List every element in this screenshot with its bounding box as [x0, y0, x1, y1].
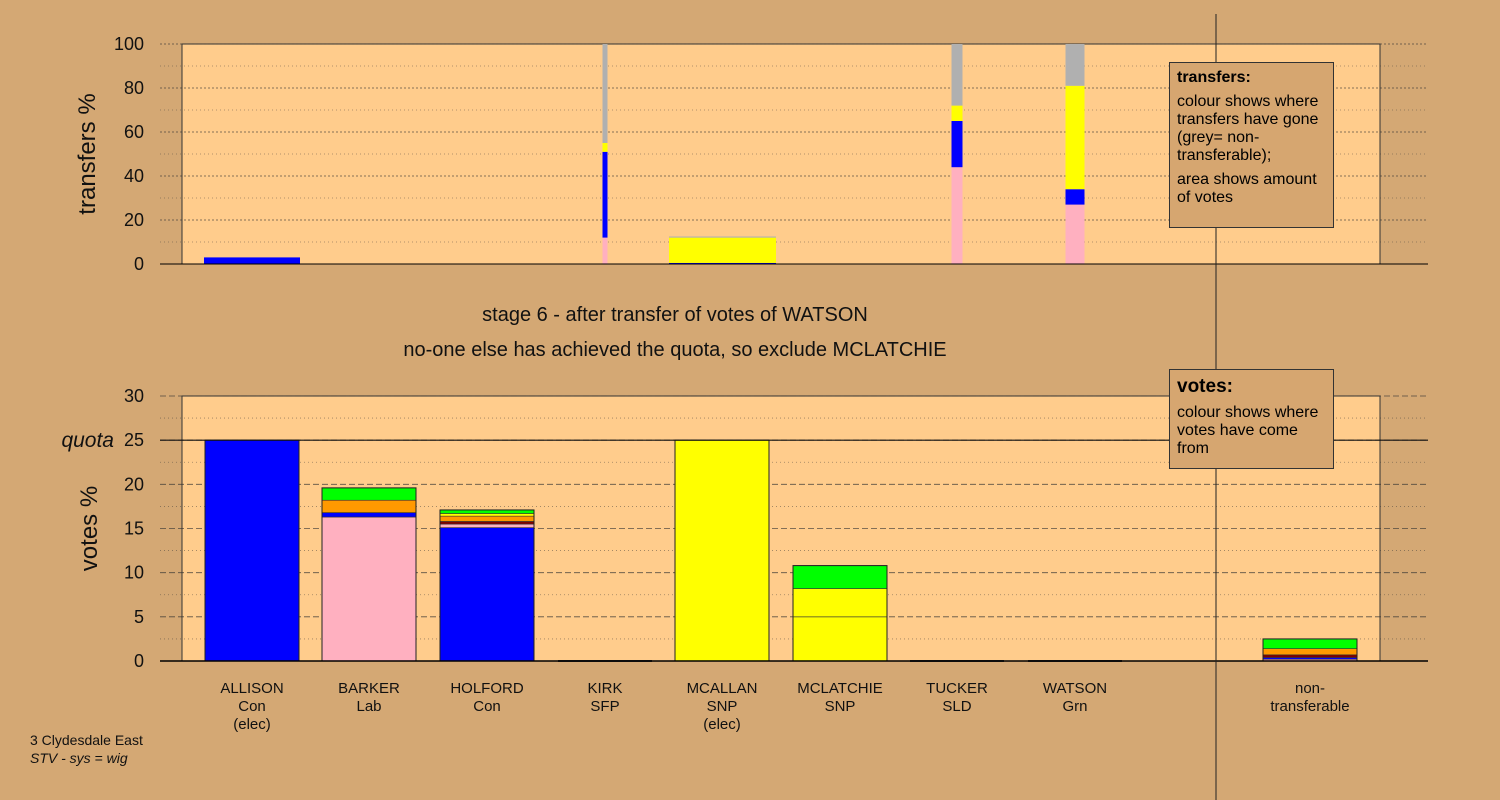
votes-bar-segment — [1262, 648, 1358, 656]
candidate-label-line: MCLATCHIE — [797, 680, 883, 697]
transfers-bar-segment — [1065, 189, 1085, 205]
votes-bar-segment — [321, 499, 417, 513]
system-label: STV - sys = wig — [30, 750, 128, 766]
transfers-tick-label: 40 — [124, 166, 144, 186]
transfers-legend-text-1: colour shows where transfers have gone (… — [1177, 93, 1319, 164]
votes-bar-segment — [792, 588, 888, 618]
transfers-bar-segment — [669, 237, 776, 263]
votes-tick-label: 20 — [124, 474, 144, 494]
transfers-tick-label: 80 — [124, 78, 144, 98]
transfers-bar-segment — [602, 143, 608, 152]
transfers-bar-segment — [204, 257, 300, 264]
votes-bar-segment — [792, 565, 888, 589]
candidate-label-line: SNP — [825, 698, 856, 715]
candidate-label-line: SNP — [707, 698, 738, 715]
transfers-y-axis-label: transfers % — [74, 93, 101, 214]
candidate-label-line: HOLFORD — [450, 680, 524, 697]
transfers-bar-segment — [669, 236, 776, 238]
transfers-tick-label: 20 — [124, 210, 144, 230]
candidate-label-line: non- — [1295, 680, 1325, 697]
constituency-label: 3 Clydesdale East — [30, 732, 143, 748]
transfers-bar-segment — [602, 151, 608, 238]
stage-subtitle: no-one else has achieved the quota, so e… — [403, 339, 947, 361]
votes-legend: votes: colour shows where votes have com… — [1169, 369, 1334, 469]
transfers-legend-text-2: area shows amount of votes — [1177, 171, 1317, 206]
candidate-label-line: Lab — [356, 698, 381, 715]
votes-bar-segment — [439, 521, 535, 525]
votes-bar-segment — [674, 439, 770, 662]
candidate-label-line: Grn — [1062, 698, 1087, 715]
votes-bar-segment — [439, 523, 535, 528]
votes-bar-segment — [439, 513, 535, 517]
candidate-label-line: WATSON — [1043, 680, 1107, 697]
candidate-labels: ALLISONCon(elec)BARKERLabHOLFORDConKIRKS… — [220, 680, 1349, 733]
votes-tick-label: 30 — [124, 386, 144, 406]
candidate-label-line: Con — [473, 698, 501, 715]
candidate-label-line: ALLISON — [220, 680, 283, 697]
transfers-bar-segment — [669, 262, 776, 264]
votes-tick-label: 15 — [124, 519, 144, 539]
votes-bar-segment — [439, 509, 535, 514]
transfers-bar-segment — [1065, 44, 1085, 86]
candidate-label-line: transferable — [1270, 698, 1349, 715]
votes-bar-segment — [1262, 638, 1358, 649]
candidate-label-line: SLD — [942, 698, 971, 715]
votes-tick-label: 5 — [134, 607, 144, 627]
transfers-bar-segment — [1065, 204, 1085, 264]
votes-bar-segment — [792, 616, 888, 662]
votes-bar-segment — [204, 439, 300, 662]
candidate-label-line: MCALLAN — [687, 680, 758, 697]
votes-bar-segment — [1262, 654, 1358, 658]
votes-legend-text: colour shows where votes have come from — [1177, 404, 1319, 457]
votes-bar-segment — [321, 516, 417, 662]
votes-legend-title: votes: — [1177, 376, 1233, 397]
transfers-bar-segment — [951, 167, 963, 264]
transfers-legend: transfers: colour shows where transfers … — [1169, 62, 1334, 228]
transfers-bar-segment — [951, 105, 963, 121]
votes-bar-segment — [439, 527, 535, 662]
votes-bar-segment — [439, 515, 535, 522]
candidate-label-line: BARKER — [338, 680, 400, 697]
votes-tick-label: 25 — [124, 430, 144, 450]
votes-tick-label: 0 — [134, 651, 144, 671]
transfers-legend-title: transfers: — [1177, 69, 1251, 86]
candidate-label-line: KIRK — [587, 680, 622, 697]
votes-bar-segment — [321, 487, 417, 501]
transfers-tick-label: 100 — [114, 34, 144, 54]
transfers-bar-segment — [951, 121, 963, 168]
transfers-bar-segment — [602, 44, 608, 143]
quota-label: quota — [61, 429, 114, 452]
stage-title: stage 6 - after transfer of votes of WAT… — [482, 304, 868, 326]
transfers-tick-label: 60 — [124, 122, 144, 142]
votes-bar-segment — [321, 512, 417, 518]
votes-y-axis-label: votes % — [76, 486, 103, 571]
transfers-bar-segment — [951, 44, 963, 106]
transfers-bar-segment — [602, 237, 608, 264]
candidate-label-line: (elec) — [233, 716, 271, 733]
candidate-label-line: SFP — [590, 698, 619, 715]
candidate-label-line: (elec) — [703, 716, 741, 733]
transfers-bar-segment — [1065, 85, 1085, 190]
candidate-label-line: Con — [238, 698, 266, 715]
votes-tick-label: 10 — [124, 563, 144, 583]
transfers-tick-label: 0 — [134, 254, 144, 274]
candidate-label-line: TUCKER — [926, 680, 988, 697]
